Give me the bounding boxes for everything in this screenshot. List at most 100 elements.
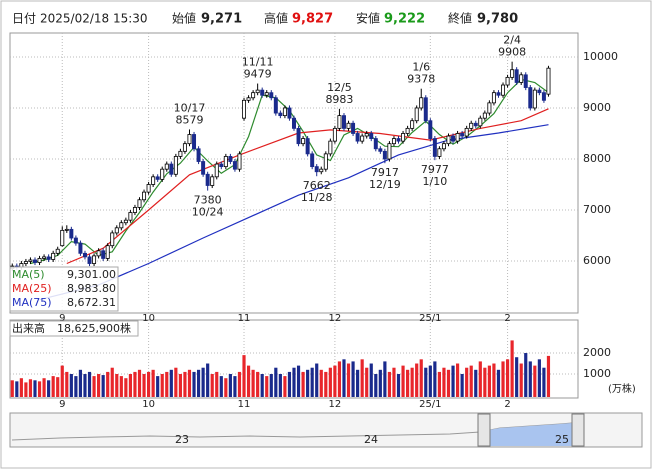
candle-body: [455, 133, 460, 142]
candle-body: [114, 227, 119, 234]
high-value: 9,827: [292, 12, 333, 27]
volume-bar: [537, 359, 541, 397]
volume-bar: [369, 363, 373, 397]
volume-bar: [106, 371, 110, 397]
candle-body: [78, 242, 83, 254]
annotation-price: 8579: [175, 113, 203, 126]
volume-tick-label: 2000: [583, 346, 611, 359]
candle-body: [369, 133, 374, 139]
volume-bar: [24, 382, 28, 397]
volume-bar: [365, 367, 369, 397]
volume-bar: [137, 369, 142, 397]
volume-bar: [283, 376, 287, 397]
annotation-date: 1/6: [412, 61, 430, 74]
volume-bar: [128, 374, 133, 397]
annotation-price: 9378: [407, 73, 435, 86]
low-label: 安値: [356, 11, 380, 26]
open-label: 始値: [172, 11, 196, 26]
candle-body: [123, 219, 128, 224]
legend-name: MA(75): [12, 296, 52, 309]
volume-bar: [56, 377, 60, 397]
price-panel: [9, 32, 579, 314]
candle-body: [355, 133, 360, 142]
candle-body: [410, 120, 415, 129]
candle-body: [214, 163, 219, 178]
candle-body: [64, 228, 69, 231]
x-tick-label: 10: [142, 399, 155, 410]
volume-bar: [360, 359, 364, 397]
volume-bar: [337, 361, 342, 397]
volume-bar: [328, 367, 332, 397]
volume-bar: [219, 376, 223, 397]
candle-body: [460, 133, 465, 137]
candle-body: [510, 69, 515, 78]
volume-bar: [74, 376, 78, 397]
candle-body: [105, 245, 110, 259]
candle-body: [51, 252, 56, 260]
candle-body: [351, 122, 356, 134]
candle-body: [292, 117, 296, 129]
volume-bar: [455, 363, 460, 397]
volume-bar: [401, 365, 405, 397]
volume-bar: [210, 374, 214, 397]
volume-bar: [92, 376, 96, 397]
candle-body: [514, 69, 519, 83]
navigator: 23 24 25: [9, 412, 643, 448]
annotation-date: 10/17: [174, 101, 206, 114]
volume-bar: [442, 367, 446, 397]
volume-bar: [310, 367, 314, 397]
header: 日付 2025/02/18 15:30 始値 9,271 高値 9,827 安値…: [12, 11, 518, 27]
candle-body: [164, 163, 169, 170]
candle-body: [328, 140, 333, 155]
candle-body: [519, 74, 524, 83]
navigator-selection: [489, 423, 572, 446]
candle-body: [478, 117, 483, 127]
volume-bar: [383, 361, 387, 397]
candle-body: [246, 97, 251, 101]
volume-bar: [206, 363, 210, 397]
candle-body: [273, 97, 278, 114]
volume-bar: [215, 371, 219, 397]
candle-body: [242, 99, 247, 119]
candle-body: [323, 153, 328, 170]
navigator-handle[interactable]: [477, 413, 491, 447]
volume-bar: [78, 369, 83, 397]
volume-bar: [19, 378, 23, 397]
volume-bar: [496, 369, 501, 397]
candle-body: [287, 107, 292, 119]
volume-bar: [406, 369, 410, 397]
candle-body: [196, 148, 201, 162]
candle-body: [314, 166, 319, 173]
candle-body: [87, 256, 92, 264]
y-tick-label: 10000: [583, 50, 618, 63]
candle-body: [432, 138, 437, 157]
volume-latest: 18,625,900株: [57, 321, 131, 335]
candle-body: [96, 250, 101, 257]
volume-bar: [28, 379, 33, 397]
volume-bar: [42, 378, 46, 397]
volume-bar: [287, 371, 292, 397]
volume-bar: [396, 374, 401, 397]
navigator-handle[interactable]: [571, 413, 585, 447]
close-value: 9,780: [477, 12, 518, 27]
candle-body: [82, 252, 87, 258]
legend-value: 8,672.31: [67, 296, 116, 309]
volume-bar: [315, 363, 319, 397]
x-tick-label: 10: [142, 313, 155, 324]
candle-body: [60, 229, 65, 247]
volume-bar: [478, 361, 482, 397]
volume-bar: [142, 374, 146, 397]
volume-bar: [151, 369, 155, 397]
volume-bar: [265, 376, 269, 397]
candle-body: [210, 176, 215, 186]
candle-body: [414, 107, 419, 122]
volume-bar: [492, 363, 496, 397]
candle-body: [382, 150, 387, 160]
candle-body: [441, 143, 446, 150]
candle-body: [228, 156, 233, 162]
volume-label: 出来高: [12, 321, 45, 335]
volume-bar: [87, 371, 92, 397]
annotation-date: 10/24: [192, 206, 224, 219]
y-tick-label: 9000: [583, 101, 611, 114]
candle-body: [346, 122, 351, 129]
